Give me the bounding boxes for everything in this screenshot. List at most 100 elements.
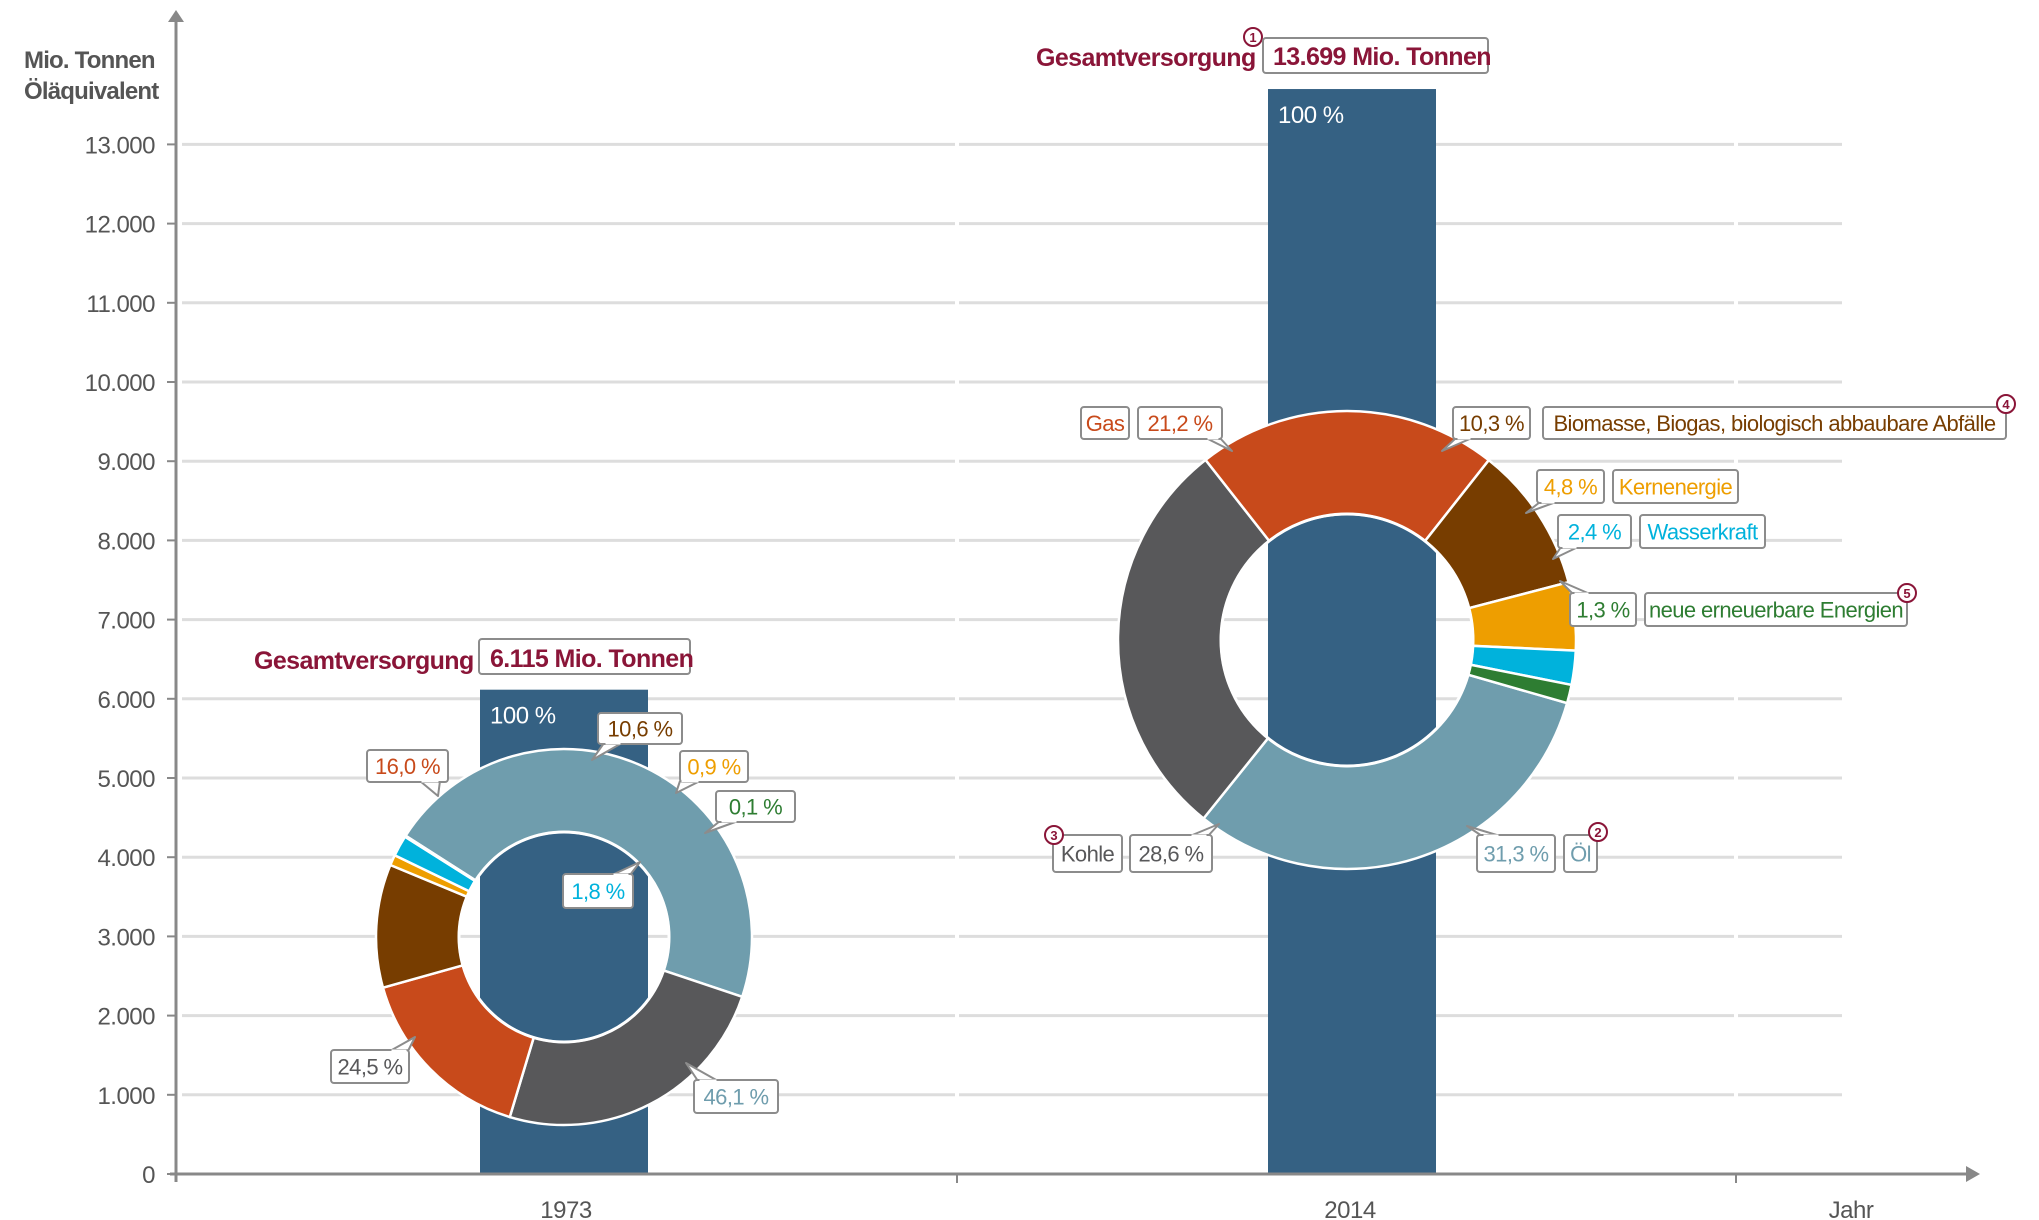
callout-pointer: [389, 1036, 416, 1052]
label-1973-wasser: 1,8 %: [562, 861, 641, 909]
callout-pointer: [611, 861, 641, 876]
label-1973-neue-text: 0,1 %: [729, 795, 782, 820]
label-1973-kohle: 24,5 %: [330, 1036, 416, 1084]
callout-box: [693, 1079, 779, 1114]
y-tick-label: 5.000: [97, 766, 155, 793]
callout-pointer: [591, 742, 623, 761]
callout-pointer: [419, 780, 441, 797]
callout-pointer: [1189, 823, 1220, 837]
callout-box: [1639, 514, 1766, 549]
label-2014-oel-name: Öl2: [1563, 822, 1608, 873]
callout-pointer: [1559, 580, 1591, 595]
label-2014-biomasse: 10,3 %: [1441, 406, 1531, 452]
callout-box: [597, 712, 683, 745]
label-2014-biomasse-name: Biomasse, Biogas, biologisch abbaubare A…: [1542, 394, 2016, 440]
label-2014-wasser-name: Wasserkraft: [1639, 514, 1766, 549]
bar-2014: [1268, 89, 1436, 1175]
label-2014-kohle: 28,6 %: [1129, 823, 1220, 873]
total-value-box-1973: 6.115 Mio. Tonnen: [478, 638, 694, 675]
callout-box: [1569, 592, 1637, 627]
note-marker-[object Object]: 5: [1897, 583, 1917, 603]
label-2014-wasser: 2,4 %: [1552, 514, 1632, 560]
label-1973-oel-text: 46,1 %: [704, 1085, 769, 1110]
callout-pointer: [1441, 437, 1473, 452]
callout-box: [1080, 406, 1130, 440]
label-1973-gas: 16,0 %: [366, 749, 449, 797]
callout-pointer: [675, 780, 701, 794]
label-1973-kern-text: 0,9 %: [687, 755, 740, 780]
label-2014-gas-name: Gas: [1080, 406, 1130, 440]
y-tick-label: 13.000: [85, 132, 156, 159]
y-tick-label: 11.000: [86, 291, 155, 318]
callout-pointer: [1552, 546, 1579, 560]
x-axis-arrow-icon: [1966, 1166, 1980, 1182]
label-2014-neue-name-text: neue erneuerbare Energien: [1649, 598, 1903, 623]
label-2014-kohle-text: 28,6 %: [1139, 842, 1204, 867]
label-1973-kohle-text: 24,5 %: [338, 1055, 403, 1080]
label-2014-wasser-name-text: Wasserkraft: [1648, 520, 1758, 545]
donut-hole-edge: [457, 830, 671, 1044]
label-1973-oel: 46,1 %: [685, 1062, 779, 1114]
note-marker-text: 2: [1594, 825, 1601, 840]
x-tick-label-1973: 1973: [540, 1197, 592, 1220]
callout-box: [1644, 592, 1908, 627]
callout-box: [1536, 469, 1605, 504]
callout-pointer: [704, 820, 739, 834]
note-marker-text: 3: [1050, 828, 1057, 843]
note-marker-1-text: 1: [1249, 30, 1256, 45]
label-2014-oel-text: 31,3 %: [1484, 842, 1549, 867]
y-axis-arrow-icon: [168, 10, 184, 22]
bar-label-1973: 100 %: [490, 703, 556, 730]
note-marker-[object Object]: 4: [1996, 394, 2016, 414]
note-marker-text: 4: [2002, 397, 2010, 412]
callout-box: [1452, 406, 1531, 440]
total-value-1973: 6.115 Mio. Tonnen: [490, 645, 693, 673]
axes: [168, 10, 1980, 1183]
label-2014-kern-name: Kernenergie: [1612, 469, 1739, 504]
label-2014-biomasse-name-text: Biomasse, Biogas, biologisch abbaubare A…: [1553, 411, 1995, 436]
callout-pointer: [1466, 825, 1501, 837]
y-tick-label: 12.000: [85, 212, 156, 239]
callout-box: [1557, 514, 1632, 549]
callout-box: [1542, 406, 2007, 440]
callout-pointer: [1205, 437, 1233, 452]
x-axis-title: Jahr: [1829, 1197, 1874, 1220]
label-2014-kern: 4,8 %: [1525, 469, 1605, 514]
total-value-box-2014: 13.699 Mio. Tonnen: [1262, 37, 1492, 74]
label-2014-gas: 21,2 %: [1137, 406, 1233, 452]
label-2014-gas-name-text: Gas: [1086, 411, 1125, 436]
label-1973-biomasse: 10,6 %: [591, 712, 683, 761]
total-label-2014: Gesamtversorgung: [1036, 44, 1256, 72]
callout-box: [679, 750, 749, 783]
label-2014-oel-name-text: Öl: [1570, 842, 1591, 867]
label-2014-kern-text: 4,8 %: [1544, 475, 1597, 500]
label-2014-biomasse-text: 10,3 %: [1459, 411, 1524, 436]
y-axis-title-line-2: Öläquivalent: [24, 78, 159, 105]
callout-box: [1137, 406, 1223, 440]
y-tick-labels: 0 1.000 2.000 3.000 4.000 5.000 6.000 7.000 8.00…: [85, 132, 156, 1189]
y-tick-label: 7.000: [97, 608, 155, 635]
callout-box: [1476, 834, 1556, 873]
callout-box: [330, 1049, 410, 1084]
donuts: [374, 409, 1578, 1127]
label-2014-oel: 31,3 %: [1466, 825, 1556, 873]
note-marker-[object Object]: 3: [1044, 825, 1064, 845]
callout-box: [715, 790, 796, 823]
label-1973-kern: 0,9 %: [675, 750, 749, 794]
y-tick-label: 9.000: [97, 449, 155, 476]
y-tick-label: 4.000: [97, 845, 155, 872]
label-2014-neue-text: 1,3 %: [1576, 598, 1629, 623]
label-2014-neue: 1,3 %: [1559, 580, 1637, 627]
callout-box: [1612, 469, 1739, 504]
label-1973-wasser-text: 1,8 %: [571, 879, 624, 904]
callout-box: [562, 873, 634, 909]
donut-1973: [374, 747, 754, 1127]
y-tick-label: 3.000: [97, 924, 155, 951]
callout-box: [1052, 834, 1123, 873]
callout-pointer: [1525, 501, 1557, 514]
y-tick-label: 2.000: [97, 1004, 155, 1031]
y-axis-title-line-1: Mio. Tonnen: [24, 47, 155, 74]
note-marker-[object Object]: 2: [1588, 822, 1608, 842]
total-value-2014: 13.699 Mio. Tonnen: [1273, 43, 1491, 71]
